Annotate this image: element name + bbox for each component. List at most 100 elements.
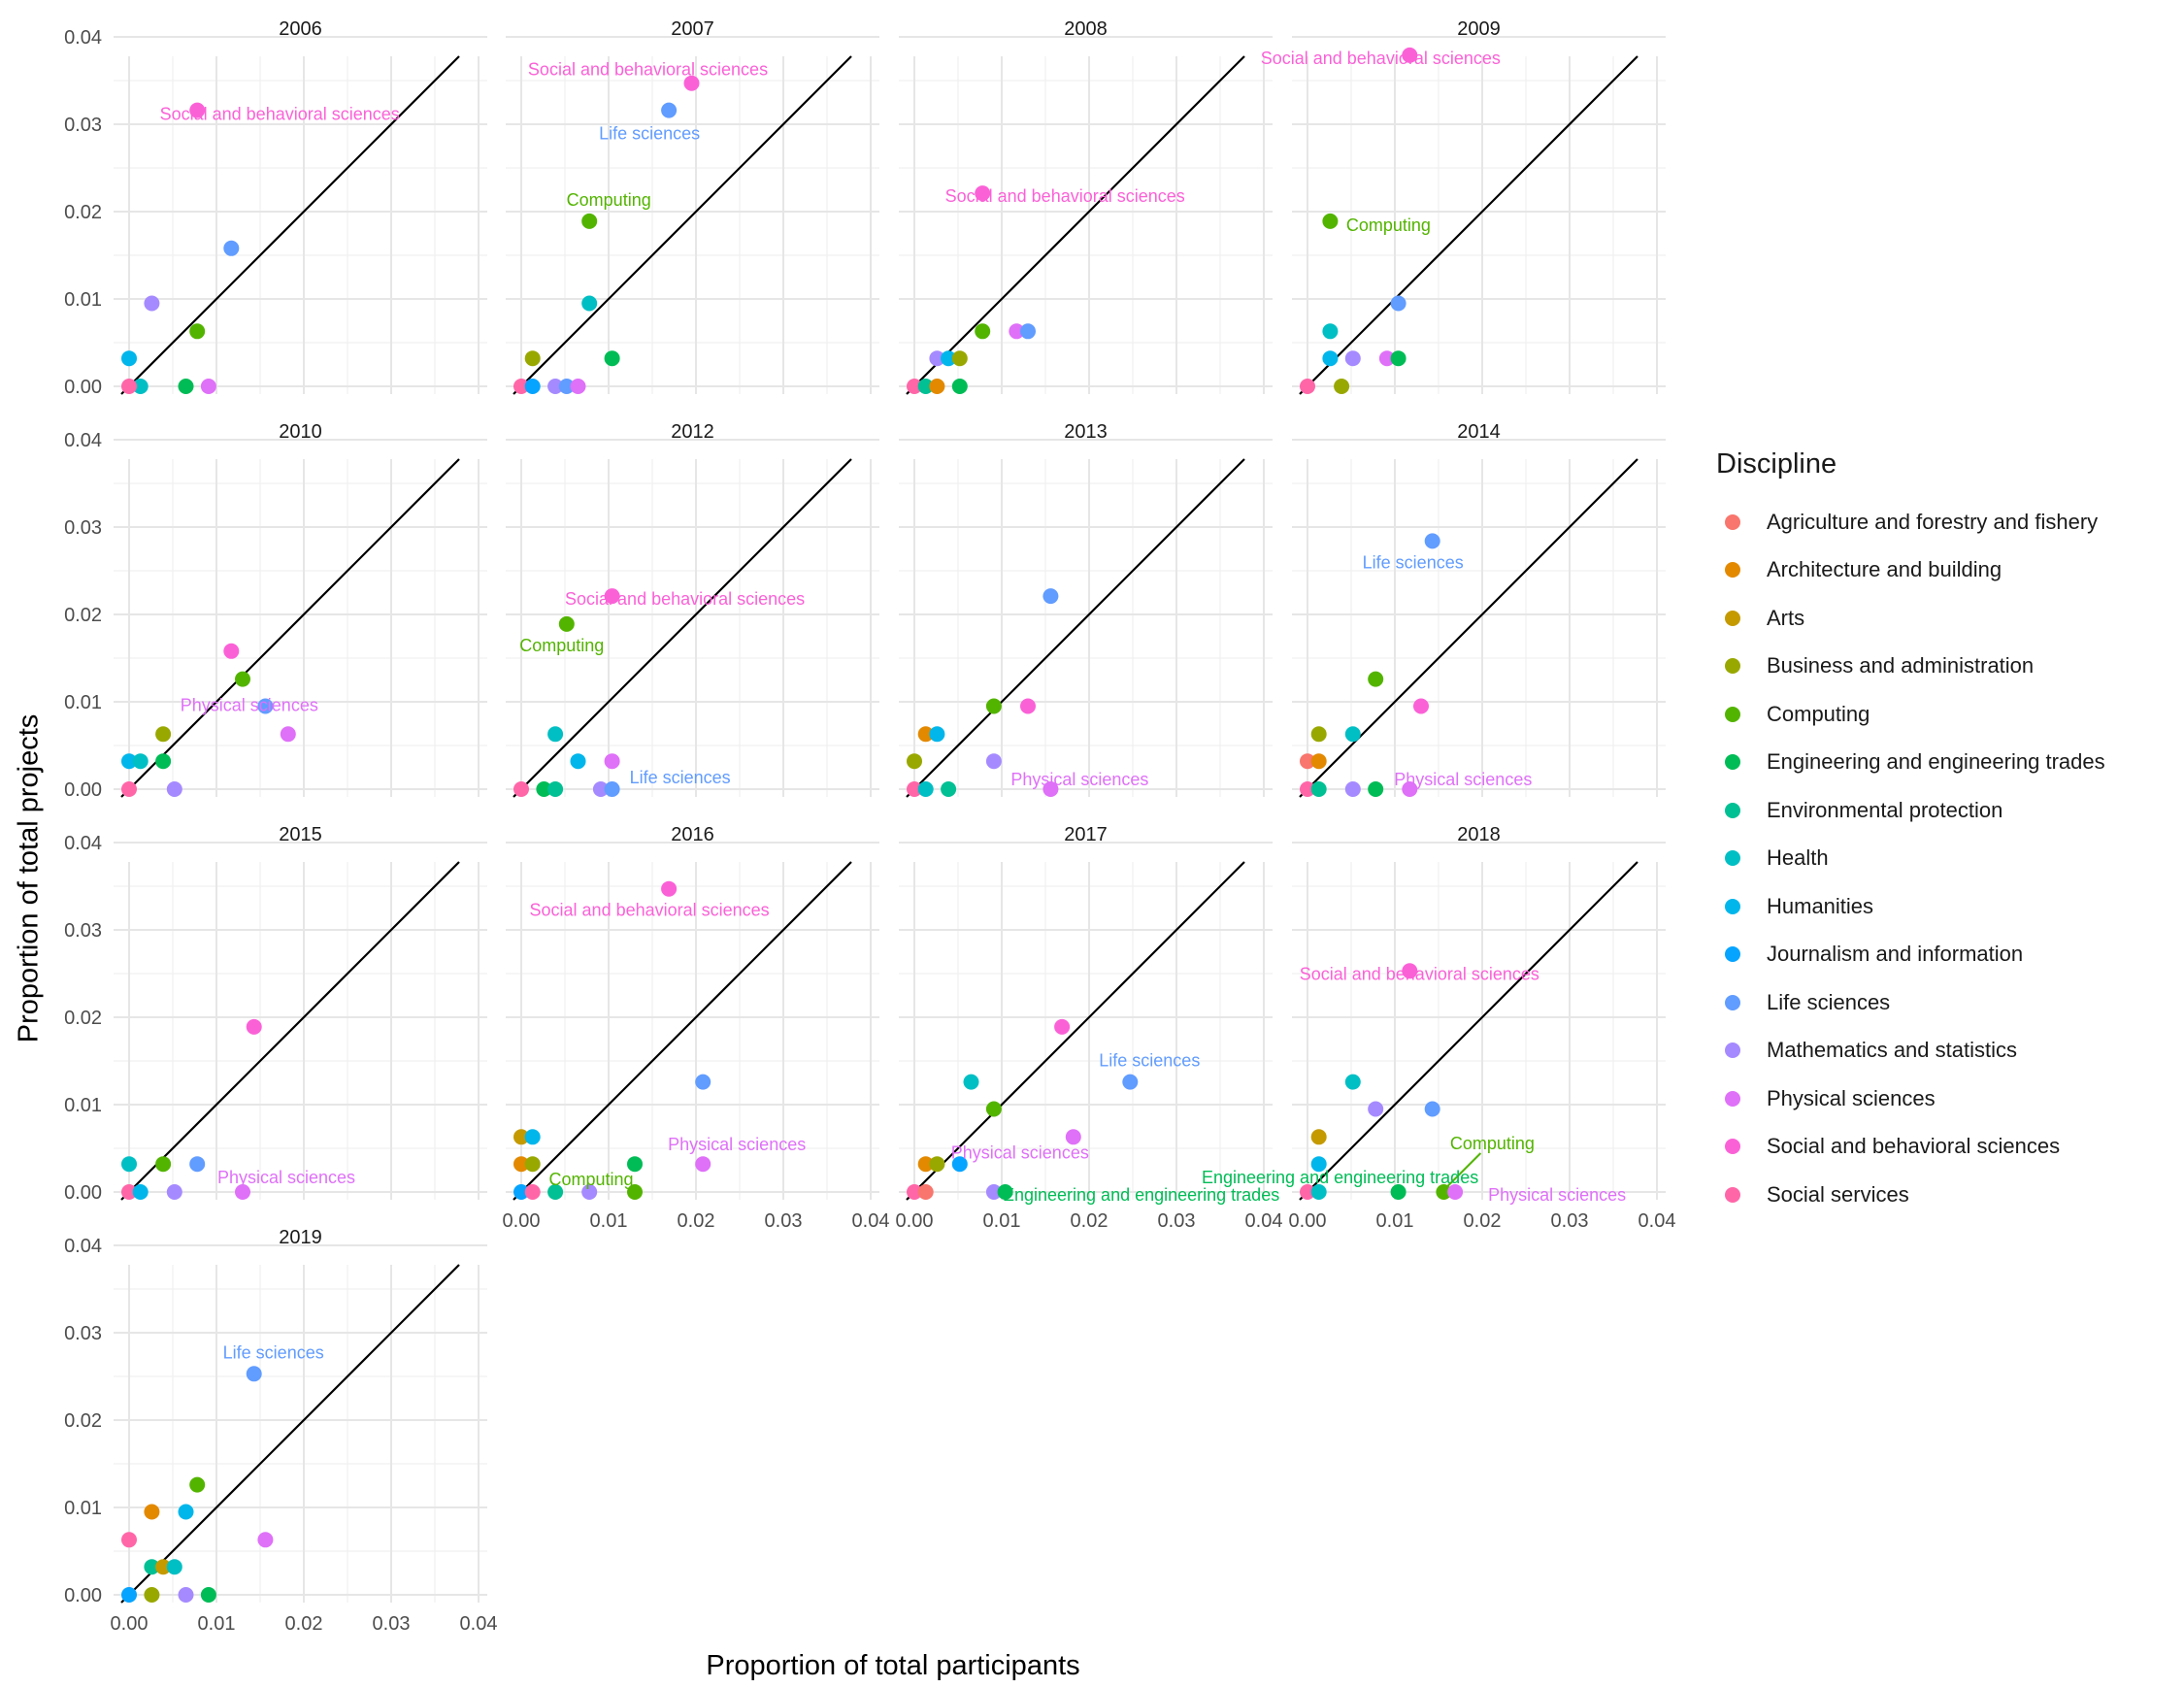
point-social-services	[524, 1184, 541, 1200]
panel-title: 2015	[279, 824, 322, 845]
point-label-social-and-behavioral-sciences: Social and behavioral sciences	[1261, 49, 1501, 68]
reference-line-y-equals-x	[1299, 55, 1638, 395]
x-tick-label: 0.03	[373, 1613, 411, 1635]
y-tick-label: 0.00	[64, 779, 102, 801]
panel-title: 2008	[1064, 18, 1108, 40]
point-life-sciences	[257, 698, 274, 714]
y-axis-title: Proportion of total projects	[13, 713, 45, 1043]
legend-item-agriculture-and-forestry-and-fishery: Agriculture and forestry and fishery	[1716, 498, 2172, 546]
legend-swatch	[1725, 610, 1740, 626]
legend-item-social-services: Social services	[1716, 1171, 2172, 1219]
point-social-services	[1300, 1184, 1315, 1200]
point-humanities	[524, 1129, 541, 1145]
panel-title: 2007	[671, 18, 714, 40]
panel-2013: 2013 Physical sciences	[899, 421, 1273, 798]
point-social-and-behavioral-sciences	[189, 102, 206, 118]
point-label-physical-sciences: Physical sciences	[217, 1168, 355, 1187]
point-label-life-sciences: Life sciences	[1363, 552, 1464, 572]
legend-item-computing: Computing	[1716, 690, 2172, 739]
point-business-and-administration	[907, 753, 922, 770]
legend-label: Social and behavioral sciences	[1767, 1134, 2061, 1159]
legend-item-arts: Arts	[1716, 594, 2172, 643]
point-social-services	[513, 781, 529, 797]
point-life-sciences	[1020, 323, 1036, 340]
panel-2019: 2019 0.00 0.01 0.02 0.03 0.04 0.00 0.01 0.02 0.03…	[64, 1227, 497, 1635]
legend-label: Journalism and information	[1767, 942, 2024, 967]
point-physical-sciences	[1402, 781, 1418, 797]
point-arts	[155, 1559, 172, 1575]
x-tick-label: 0.01	[983, 1210, 1021, 1232]
point-journalism-and-information	[524, 379, 541, 394]
y-tick-label: 0.03	[64, 115, 102, 136]
legend-label: Health	[1767, 845, 1829, 871]
x-tick-label: 0.04	[1638, 1210, 1676, 1232]
legend-item-business-and-administration: Business and administration	[1716, 643, 2172, 691]
point-mathematics-and-statistics	[144, 295, 160, 312]
point-physical-sciences	[235, 1184, 250, 1200]
legend-swatch	[1725, 802, 1740, 818]
point-mathematics-and-statistics	[592, 781, 609, 797]
point-social-services	[121, 1532, 137, 1548]
reference-line-y-equals-x	[906, 861, 1245, 1201]
panel-2009: 2009 Social and behavioral sciences Comput…	[1261, 18, 1666, 395]
y-tick-label: 0.01	[64, 692, 102, 713]
legend-swatch	[1725, 946, 1740, 963]
point-journalism-and-information	[121, 1587, 137, 1603]
legend-label: Social services	[1767, 1181, 1909, 1207]
point-arts	[513, 1129, 529, 1145]
point-engineering-and-engineering-trades	[155, 753, 172, 770]
point-computing	[189, 1476, 206, 1493]
point-architecture-and-building	[917, 726, 934, 743]
panel-title: 2018	[1457, 824, 1501, 845]
reference-line-y-equals-x	[513, 861, 852, 1201]
point-label-social-and-behavioral-sciences: Social and behavioral sciences	[1300, 964, 1539, 983]
point-label-engineering-and-engineering-trades: Engineering and engineering trades	[1202, 1168, 1478, 1187]
point-humanities	[121, 753, 137, 770]
point-life-sciences	[1042, 588, 1059, 605]
x-tick-label: 0.01	[198, 1613, 236, 1635]
point-life-sciences	[558, 379, 575, 394]
point-humanities	[929, 726, 945, 743]
y-tick-label: 0.01	[64, 1095, 102, 1116]
point-computing	[627, 1184, 643, 1200]
panel-2010: 2010 0.00 0.01 0.02 0.03 0.04 Physical science…	[64, 421, 487, 801]
point-engineering-and-engineering-trades	[951, 379, 968, 394]
legend-item-physical-sciences: Physical sciences	[1716, 1075, 2172, 1123]
legend-swatch	[1725, 706, 1740, 722]
point-label-physical-sciences: Physical sciences	[951, 1142, 1089, 1162]
point-physical-sciences	[604, 753, 620, 770]
point-computing	[558, 615, 575, 632]
point-social-services	[907, 781, 922, 797]
point-environmental-protection	[144, 1559, 160, 1575]
point-journalism-and-information	[951, 1156, 968, 1173]
point-mathematics-and-statistics	[1344, 781, 1361, 797]
point-life-sciences	[1122, 1074, 1139, 1090]
point-label-computing: Computing	[1346, 215, 1431, 235]
point-environmental-protection	[917, 379, 934, 394]
label-leader-line	[1444, 1152, 1482, 1189]
point-label-life-sciences: Life sciences	[599, 124, 700, 144]
x-tick-label: 0.01	[590, 1210, 628, 1232]
point-mathematics-and-statistics	[547, 379, 564, 394]
point-agriculture-and-forestry-and-fishery	[1300, 753, 1315, 770]
legend-swatch	[1725, 1043, 1740, 1059]
point-mathematics-and-statistics	[166, 1184, 182, 1200]
point-social-and-behavioral-sciences	[604, 588, 620, 605]
panel-title: 2006	[279, 18, 322, 40]
point-mathematics-and-statistics	[985, 1184, 1002, 1200]
point-physical-sciences	[695, 1156, 711, 1173]
point-social-services	[907, 1184, 922, 1200]
point-label-engineering-and-engineering-trades: Engineering and engineering trades	[1003, 1185, 1279, 1205]
point-physical-sciences	[257, 1532, 274, 1548]
legend-swatch	[1725, 994, 1740, 1010]
point-social-services	[121, 781, 137, 797]
point-business-and-administration	[929, 1156, 945, 1173]
legend: Discipline Agriculture and forestry and …	[1716, 448, 2172, 1219]
point-health	[1344, 726, 1361, 743]
point-humanities	[941, 350, 957, 367]
legend-label: Architecture and building	[1767, 557, 2002, 582]
legend-label: Arts	[1767, 605, 1805, 630]
reference-line-y-equals-x	[120, 1264, 460, 1604]
point-computing	[1436, 1184, 1452, 1200]
point-life-sciences	[223, 240, 240, 256]
